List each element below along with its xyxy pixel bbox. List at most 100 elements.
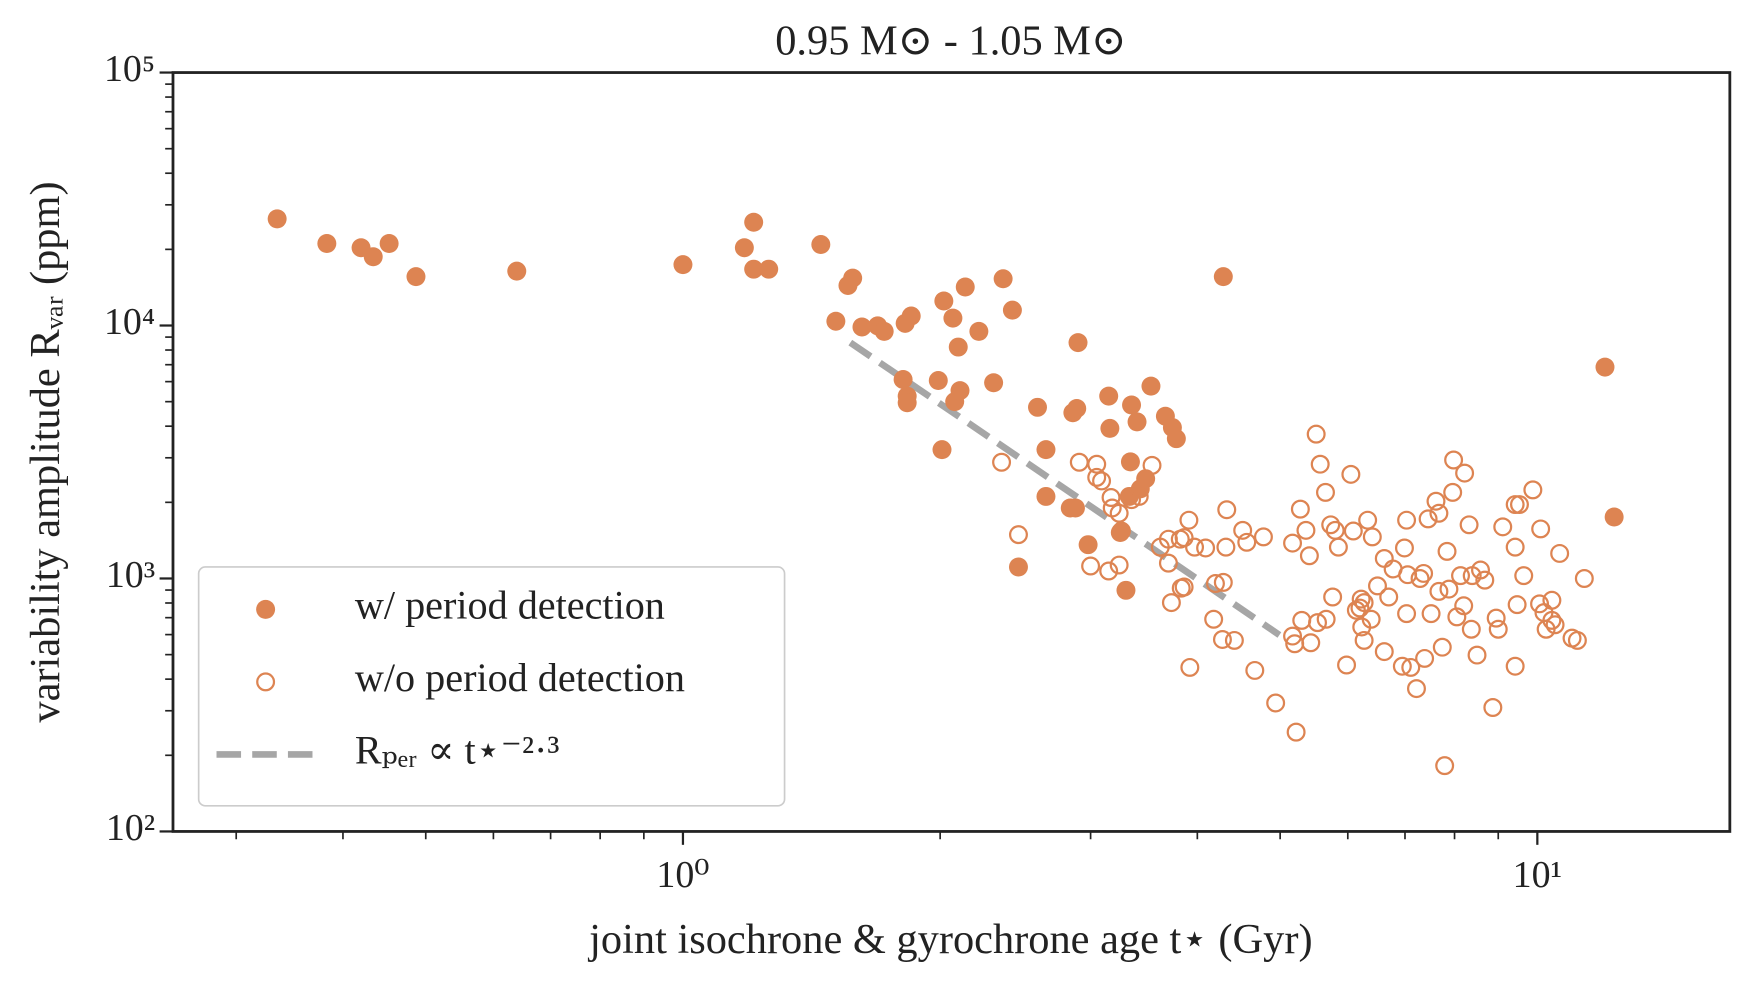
open-point bbox=[1217, 500, 1237, 520]
point bbox=[943, 308, 963, 328]
x-tick-label: 10⁰ bbox=[656, 854, 709, 896]
open-point bbox=[1435, 756, 1455, 776]
point bbox=[363, 247, 383, 267]
point bbox=[744, 259, 764, 279]
open-point bbox=[1253, 527, 1273, 547]
open-point bbox=[1509, 495, 1529, 515]
open-point bbox=[1361, 609, 1381, 629]
open-point bbox=[1439, 579, 1459, 599]
open-point bbox=[1008, 525, 1028, 545]
open-point bbox=[1179, 510, 1199, 530]
open-point bbox=[1296, 520, 1316, 540]
open-point bbox=[1368, 576, 1387, 596]
point bbox=[893, 369, 913, 389]
y-tick-label: 10³ bbox=[106, 554, 155, 596]
open-point bbox=[1418, 509, 1438, 529]
open-point bbox=[1401, 657, 1421, 677]
plot-area bbox=[267, 209, 1624, 776]
open-point bbox=[1488, 619, 1508, 639]
legend-label: w/o period detection bbox=[355, 655, 685, 700]
open-point bbox=[1081, 556, 1101, 576]
open-point bbox=[1213, 572, 1233, 592]
open-point bbox=[1099, 561, 1119, 581]
point bbox=[1116, 580, 1136, 600]
point bbox=[984, 373, 1004, 393]
open-point bbox=[1530, 594, 1550, 614]
open-point bbox=[1283, 533, 1303, 553]
open-point bbox=[1306, 424, 1326, 444]
open-point bbox=[1429, 581, 1449, 601]
open-point bbox=[1429, 503, 1449, 523]
open-point bbox=[1392, 656, 1412, 676]
open-point bbox=[1483, 698, 1503, 717]
open-point bbox=[1354, 593, 1374, 613]
point bbox=[843, 268, 863, 288]
open-point bbox=[1415, 648, 1435, 668]
y-axis-label: variability amplitude Rᵥₐᵣ (ppm) bbox=[22, 181, 69, 722]
point bbox=[379, 233, 399, 253]
point bbox=[1604, 507, 1624, 527]
open-point bbox=[1325, 520, 1345, 540]
open-point bbox=[1308, 613, 1328, 633]
y-tick-label: 10² bbox=[106, 807, 155, 849]
open-point bbox=[1111, 521, 1131, 541]
open-point bbox=[1461, 619, 1481, 639]
open-point bbox=[1321, 515, 1341, 535]
point bbox=[317, 233, 337, 253]
open-point bbox=[1174, 528, 1194, 548]
open-point bbox=[1443, 482, 1463, 502]
point bbox=[811, 235, 831, 255]
open-point bbox=[1310, 454, 1330, 474]
open-point bbox=[1493, 517, 1513, 537]
point bbox=[744, 212, 764, 232]
open-point bbox=[1454, 596, 1474, 616]
point bbox=[734, 238, 754, 258]
open-point bbox=[1455, 463, 1475, 483]
open-point bbox=[1204, 609, 1224, 629]
open-point bbox=[1475, 570, 1495, 590]
open-point bbox=[1286, 722, 1306, 742]
open-point bbox=[1245, 660, 1265, 680]
point bbox=[1008, 557, 1028, 577]
x-tick-label: 10¹ bbox=[1513, 854, 1562, 896]
open-point bbox=[1432, 637, 1452, 657]
open-point bbox=[1354, 630, 1374, 650]
open-point bbox=[1109, 503, 1129, 523]
point bbox=[1099, 386, 1119, 406]
open-point bbox=[1337, 655, 1357, 675]
open-point bbox=[1444, 450, 1464, 470]
open-point bbox=[1542, 590, 1562, 610]
open-point bbox=[1514, 566, 1534, 586]
legend-label: Rₚₑᵣ ∝ t⋆⁻²·³ bbox=[355, 728, 560, 773]
open-point bbox=[1351, 589, 1371, 609]
open-point bbox=[1087, 454, 1107, 474]
legend-marker bbox=[256, 672, 276, 692]
open-point bbox=[1523, 480, 1543, 500]
open-point bbox=[1406, 679, 1426, 699]
open-point bbox=[1394, 538, 1414, 558]
open-point bbox=[1212, 629, 1232, 649]
open-point bbox=[1109, 555, 1129, 575]
open-point bbox=[1550, 543, 1570, 563]
open-point bbox=[1467, 645, 1487, 665]
point bbox=[1002, 300, 1022, 320]
plot-frame bbox=[171, 71, 1732, 833]
open-point bbox=[1410, 568, 1430, 588]
open-point bbox=[1290, 499, 1310, 519]
open-point bbox=[1233, 520, 1253, 540]
legend: w/ period detection w/o period detection R… bbox=[197, 566, 786, 807]
open-point bbox=[1196, 538, 1216, 558]
point bbox=[934, 291, 954, 311]
point bbox=[1036, 440, 1056, 460]
y-tick-label: 10⁴ bbox=[104, 301, 155, 343]
y-tick-label: 10⁵ bbox=[104, 48, 155, 90]
point bbox=[852, 317, 872, 337]
open-point bbox=[1505, 656, 1525, 676]
open-point bbox=[1237, 532, 1257, 552]
point bbox=[874, 321, 894, 341]
open-point bbox=[1397, 510, 1417, 530]
open-point bbox=[1343, 521, 1363, 541]
point bbox=[1595, 357, 1615, 377]
open-point bbox=[1205, 574, 1225, 594]
